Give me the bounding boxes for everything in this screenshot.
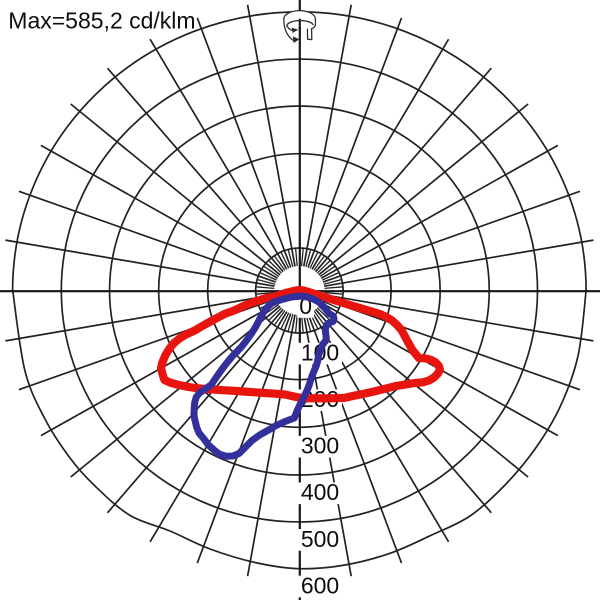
svg-text:600: 600 bbox=[301, 572, 339, 598]
svg-text:400: 400 bbox=[301, 479, 339, 505]
svg-text:Max=585,2 cd/klm: Max=585,2 cd/klm bbox=[8, 7, 195, 33]
svg-text:300: 300 bbox=[301, 433, 339, 459]
svg-text:500: 500 bbox=[301, 526, 339, 552]
